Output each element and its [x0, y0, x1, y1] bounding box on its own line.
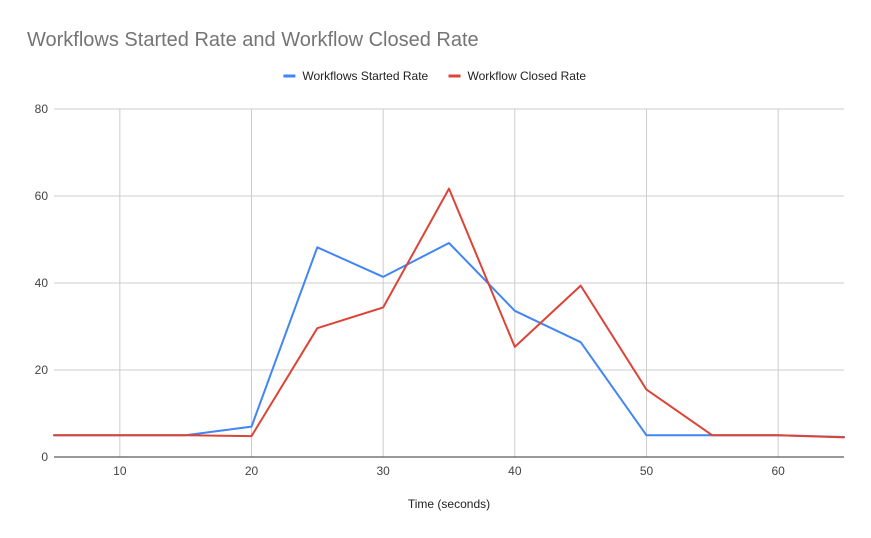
y-tick-label: 80: [35, 102, 49, 116]
chart-title: Workflows Started Rate and Workflow Clos…: [27, 29, 479, 51]
x-tick-label: 20: [245, 464, 259, 478]
x-tick-label: 30: [376, 464, 390, 478]
grid: [54, 108, 844, 458]
legend-label: Workflow Closed Rate: [468, 69, 587, 83]
legend: Workflows Started Rate Workflow Closed Ra…: [283, 69, 586, 83]
series-line-2: [53, 187, 845, 439]
x-tick-label: 40: [508, 464, 522, 478]
y-tick-label: 60: [35, 189, 49, 203]
legend-item: Workflow Closed Rate: [448, 69, 587, 83]
x-tick-label: 50: [640, 464, 654, 478]
series-line-1: [53, 242, 845, 438]
y-axis: 0 20 40 60 80: [35, 102, 49, 464]
x-tick-label: 10: [113, 464, 127, 478]
series-layer: [53, 187, 845, 439]
legend-label: Workflows Started Rate: [302, 69, 428, 83]
y-tick-label: 0: [41, 450, 48, 464]
y-tick-label: 20: [35, 363, 49, 377]
y-tick-label: 40: [35, 276, 49, 290]
x-axis: 10 20 30 40 50 60: [113, 464, 785, 478]
x-axis-title: Time (seconds): [408, 497, 490, 511]
x-tick-label: 60: [771, 464, 785, 478]
legend-item: Workflows Started Rate: [283, 69, 429, 83]
